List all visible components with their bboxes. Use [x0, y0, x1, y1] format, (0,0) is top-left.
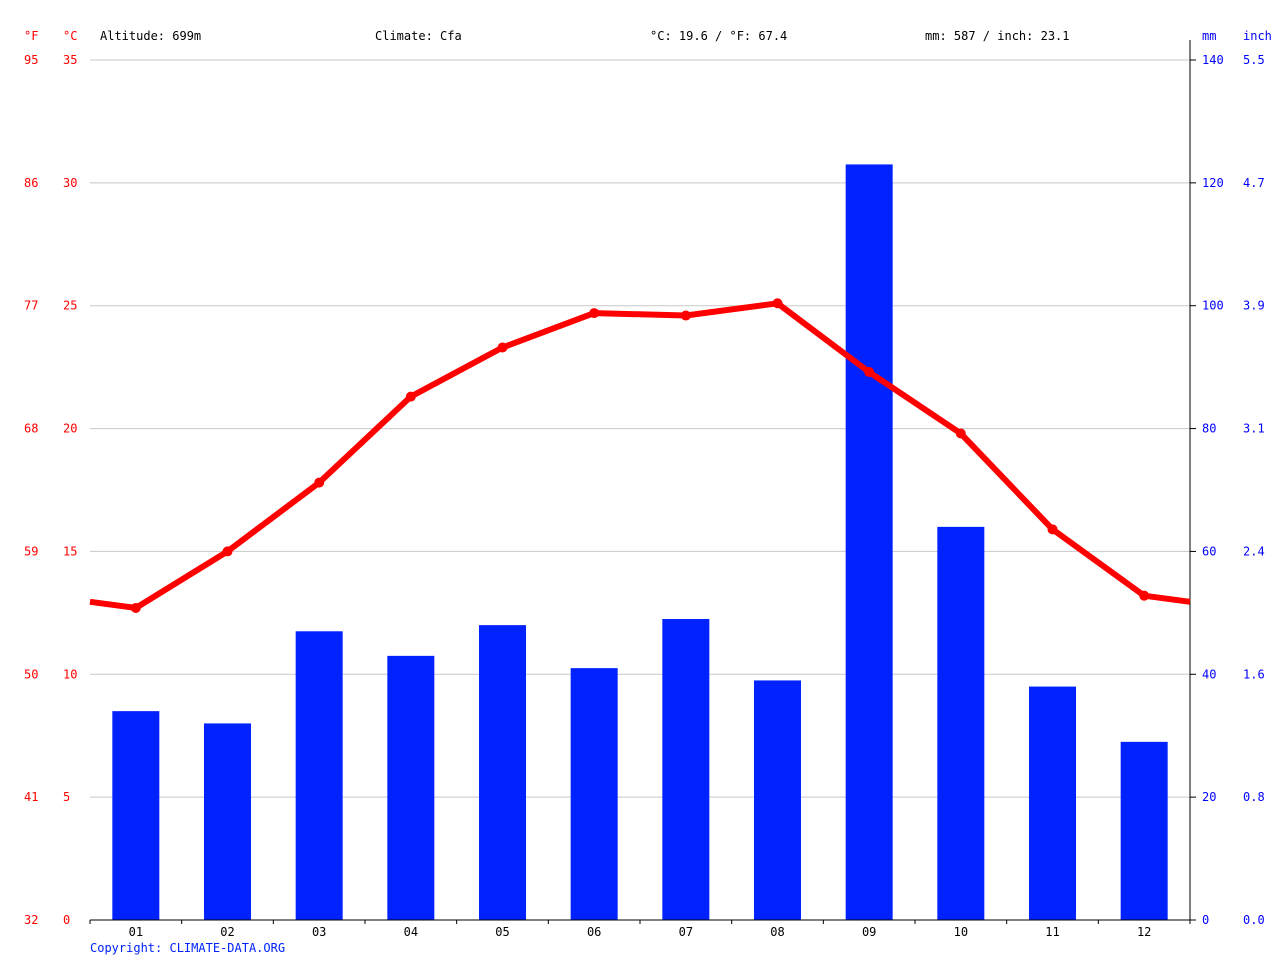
precipitation-bar	[479, 625, 526, 920]
mm-tick-label: 80	[1202, 422, 1216, 436]
fahrenheit-tick-label: 32	[24, 913, 38, 927]
temperature-point	[222, 546, 233, 557]
precipitation-bar	[204, 723, 251, 920]
temperature-point	[1139, 590, 1150, 601]
mm-tick-label: 0	[1202, 913, 1209, 927]
x-axis: 01 02 03 04 05 06 07 08 09 10 11 12	[89, 919, 1191, 939]
mm-tick-label: 40	[1202, 667, 1216, 681]
precipitation-bar	[662, 619, 710, 920]
temperature-line-path	[89, 300, 1191, 611]
precipitation-bar	[570, 668, 618, 920]
celsius-tick-label: 20	[63, 422, 77, 436]
precipitation-bar	[937, 526, 985, 920]
celsius-tick-label: 25	[63, 299, 77, 313]
temperature-point	[589, 308, 600, 319]
month-label: 12	[1137, 925, 1151, 939]
inch-tick-label: 3.1	[1243, 422, 1265, 436]
temperature-point	[314, 477, 325, 488]
fahrenheit-tick-label: 50	[24, 667, 38, 681]
unit-c-label: °C	[63, 29, 77, 43]
celsius-tick-label: 30	[63, 176, 77, 190]
precipitation-bar	[112, 711, 160, 920]
precipitation-bar	[845, 164, 893, 920]
unit-inch-label: inch	[1243, 29, 1272, 43]
climate-label: Climate: Cfa	[375, 29, 462, 43]
precipitation-bar	[1120, 741, 1168, 920]
mm-tick-label: 20	[1202, 790, 1216, 804]
mm-tick-label: 60	[1202, 544, 1216, 558]
temperature-point	[497, 342, 508, 353]
unit-f-label: °F	[24, 29, 38, 43]
month-label: 07	[679, 925, 693, 939]
inch-tick-label: 2.4	[1243, 544, 1265, 558]
inch-tick-label: 3.9	[1243, 299, 1265, 313]
month-label: 11	[1045, 925, 1059, 939]
fahrenheit-tick-label: 68	[24, 422, 38, 436]
temperature-line	[89, 298, 1191, 613]
inch-tick-label: 1.6	[1243, 667, 1265, 681]
fahrenheit-tick-label: 86	[24, 176, 38, 190]
month-label: 04	[404, 925, 418, 939]
fahrenheit-tick-label: 77	[24, 299, 38, 313]
month-label: 05	[495, 925, 509, 939]
temperature-point	[864, 367, 875, 378]
mm-tick-label: 120	[1202, 176, 1224, 190]
temperature-point	[130, 602, 141, 613]
inch-tick-label: 0.8	[1243, 790, 1265, 804]
celsius-tick-label: 10	[63, 667, 77, 681]
temperature-point	[405, 391, 416, 402]
grid-lines	[90, 59, 1190, 798]
precipitation-bar	[295, 631, 343, 920]
precipitation-bars	[112, 164, 1168, 920]
mm-tick-label: 100	[1202, 299, 1224, 313]
right-axis-ticks: 0 0.0 20 0.8 40 1.6 60 2.4 80 3.1 100 3.9 120 4.7 140 5…	[1189, 40, 1265, 927]
month-label: 10	[954, 925, 968, 939]
celsius-tick-label: 0	[63, 913, 70, 927]
precipitation-bar	[1029, 686, 1076, 920]
fahrenheit-tick-label: 59	[24, 544, 38, 558]
altitude-label: Altitude: 699m	[100, 29, 201, 43]
month-label: 06	[587, 925, 601, 939]
inch-tick-label: 4.7	[1243, 176, 1265, 190]
precipitation-bar	[387, 655, 435, 920]
celsius-tick-label: 5	[63, 790, 70, 804]
temperature-average-label: °C: 19.6 / °F: 67.4	[650, 29, 787, 43]
celsius-tick-label: 35	[63, 53, 77, 67]
mm-tick-label: 140	[1202, 53, 1224, 67]
precipitation-bar	[754, 680, 801, 920]
inch-tick-label: 5.5	[1243, 53, 1265, 67]
month-label: 01	[129, 925, 143, 939]
fahrenheit-tick-label: 95	[24, 53, 38, 67]
left-axis-ticks: 32 0 41 5 50 10 59 15 68 20 77 25 86 30 95 35	[24, 53, 77, 927]
month-label: 02	[220, 925, 234, 939]
month-label: 09	[862, 925, 876, 939]
temperature-point	[1047, 524, 1058, 535]
temperature-point	[955, 428, 966, 439]
precipitation-total-label: mm: 587 / inch: 23.1	[925, 29, 1070, 43]
unit-mm-label: mm	[1202, 29, 1216, 43]
copyright-label: Copyright: CLIMATE-DATA.ORG	[90, 941, 285, 955]
month-label: 08	[770, 925, 784, 939]
celsius-tick-label: 15	[63, 544, 77, 558]
inch-tick-label: 0.0	[1243, 913, 1265, 927]
month-label: 03	[312, 925, 326, 939]
fahrenheit-tick-label: 41	[24, 790, 38, 804]
temperature-point	[680, 310, 691, 321]
temperature-point	[772, 298, 783, 309]
